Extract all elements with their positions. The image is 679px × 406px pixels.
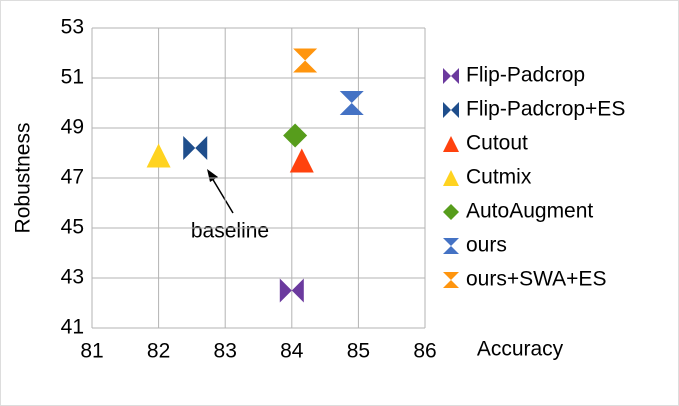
legend-marker [443, 170, 459, 186]
legend-label: Cutout [466, 132, 528, 155]
legend-label: ours [466, 234, 507, 257]
annotation: baseline [191, 220, 269, 243]
y-tick-label: 49 [61, 116, 84, 139]
annotation-arrowhead [207, 169, 218, 182]
y-tick-label: 51 [61, 66, 84, 89]
legend-label: Cutmix [466, 166, 532, 189]
x-tick-label: 84 [280, 340, 304, 363]
x-tick-label: 86 [413, 340, 436, 363]
legend-marker [443, 204, 459, 220]
y-axis-label: Robustness [12, 123, 35, 234]
x-axis-label: Accuracy [477, 338, 564, 361]
point [146, 143, 171, 168]
y-tick-label: 41 [61, 316, 84, 339]
legend-marker [443, 136, 459, 152]
y-tick-label: 53 [61, 16, 84, 39]
legend-label: AutoAugment [466, 200, 593, 223]
legend-marker [443, 102, 459, 118]
point [293, 48, 318, 73]
point [289, 148, 314, 173]
legend-label: Flip-Padcrop+ES [466, 98, 625, 121]
x-tick-label: 82 [147, 340, 170, 363]
point [279, 278, 304, 303]
legend-marker [443, 238, 459, 254]
legend-marker [443, 272, 459, 288]
point [283, 123, 308, 148]
y-tick-label: 43 [61, 266, 84, 289]
legend-label: Flip-Padcrop [466, 64, 585, 87]
legend-label: ours+SWA+ES [466, 268, 606, 291]
y-tick-label: 47 [61, 166, 84, 189]
legend-marker [443, 68, 459, 84]
x-tick-label: 83 [214, 340, 237, 363]
point [339, 91, 364, 115]
y-tick-label: 45 [61, 216, 84, 239]
x-tick-label: 81 [80, 340, 103, 363]
point [183, 136, 208, 160]
annotation-arrow [211, 177, 234, 214]
x-tick-label: 85 [347, 340, 370, 363]
